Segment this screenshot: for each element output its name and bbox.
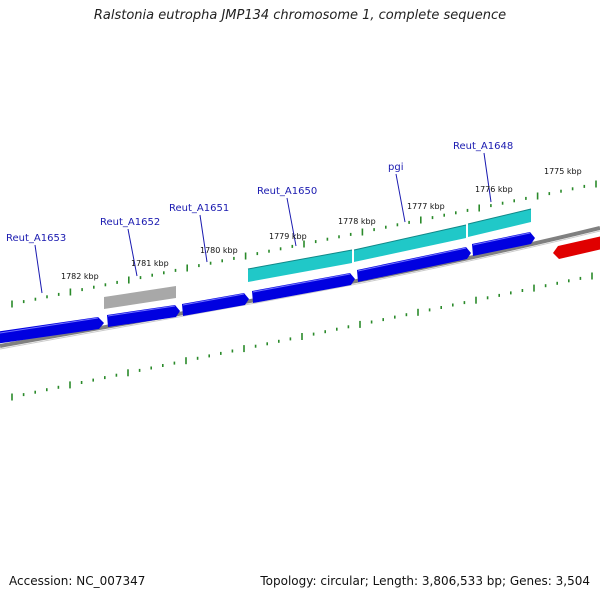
- forward-strand-genes: [0, 232, 535, 344]
- leader-reut-a1653: [34, 244, 43, 294]
- gene-bar-reut-a1650-cyan[interactable]: [248, 250, 352, 282]
- gene-arrow-reut-a1653[interactable]: [0, 317, 104, 344]
- kbp-label-1780: 1780 kbp: [200, 246, 238, 255]
- leader-reut-a1650: [286, 197, 297, 247]
- kbp-label-1782: 1782 kbp: [61, 272, 99, 281]
- kbp-label-1778: 1778 kbp: [338, 217, 376, 226]
- upper-strand-genes: [104, 208, 532, 309]
- sequence-backbone-shadow: [0, 230, 600, 350]
- accession-text: Accession: NC_007347: [9, 574, 146, 588]
- gene-arrow-reverse-red[interactable]: [553, 236, 600, 259]
- leader-reut-a1652: [127, 228, 138, 277]
- gene-label-pgi: pgi: [388, 162, 403, 173]
- gene-label-reut-a1653: Reut_A1653: [6, 233, 66, 244]
- label-leaders: [34, 152, 492, 294]
- gene-bar-grey[interactable]: [104, 286, 176, 309]
- kbp-label-1781: 1781 kbp: [131, 259, 169, 268]
- gene-label-reut-a1650: Reut_A1650: [257, 186, 317, 197]
- kbp-label-1776: 1776 kbp: [475, 185, 513, 194]
- kbp-label-1777: 1777 kbp: [407, 202, 445, 211]
- leader-pgi: [395, 173, 406, 223]
- kbp-label-1779: 1779 kbp: [269, 232, 307, 241]
- gene-label-reut-a1651: Reut_A1651: [169, 203, 229, 214]
- gene-bar-reut-a1648-cyan[interactable]: [468, 209, 531, 237]
- gene-bar-pgi-cyan[interactable]: [354, 225, 466, 262]
- gene-bar-edge: [247, 208, 532, 270]
- gene-arrow-reut-a1650[interactable]: [252, 273, 355, 303]
- genome-summary-text: Topology: circular; Length: 3,806,533 bp…: [260, 574, 590, 588]
- gene-arrow-reut-a1651[interactable]: [182, 293, 249, 316]
- leader-reut-a1648: [483, 152, 492, 203]
- map-title: Ralstonia eutropha JMP134 chromosome 1, …: [93, 8, 507, 23]
- kbp-label-1775: 1775 kbp: [544, 167, 582, 176]
- gene-label-reut-a1648: Reut_A1648: [453, 141, 513, 152]
- lower-scale-ticks: [11, 272, 593, 401]
- gene-highlight-strip: [0, 232, 531, 334]
- leader-reut-a1651: [199, 214, 208, 263]
- gene-arrow-pgi[interactable]: [357, 247, 471, 282]
- gene-arrow-reut-a1648[interactable]: [472, 232, 535, 256]
- upper-scale-ticks: [11, 180, 597, 308]
- gene-arrow-reut-a1652[interactable]: [107, 305, 180, 327]
- gene-label-reut-a1652: Reut_A1652: [100, 217, 160, 228]
